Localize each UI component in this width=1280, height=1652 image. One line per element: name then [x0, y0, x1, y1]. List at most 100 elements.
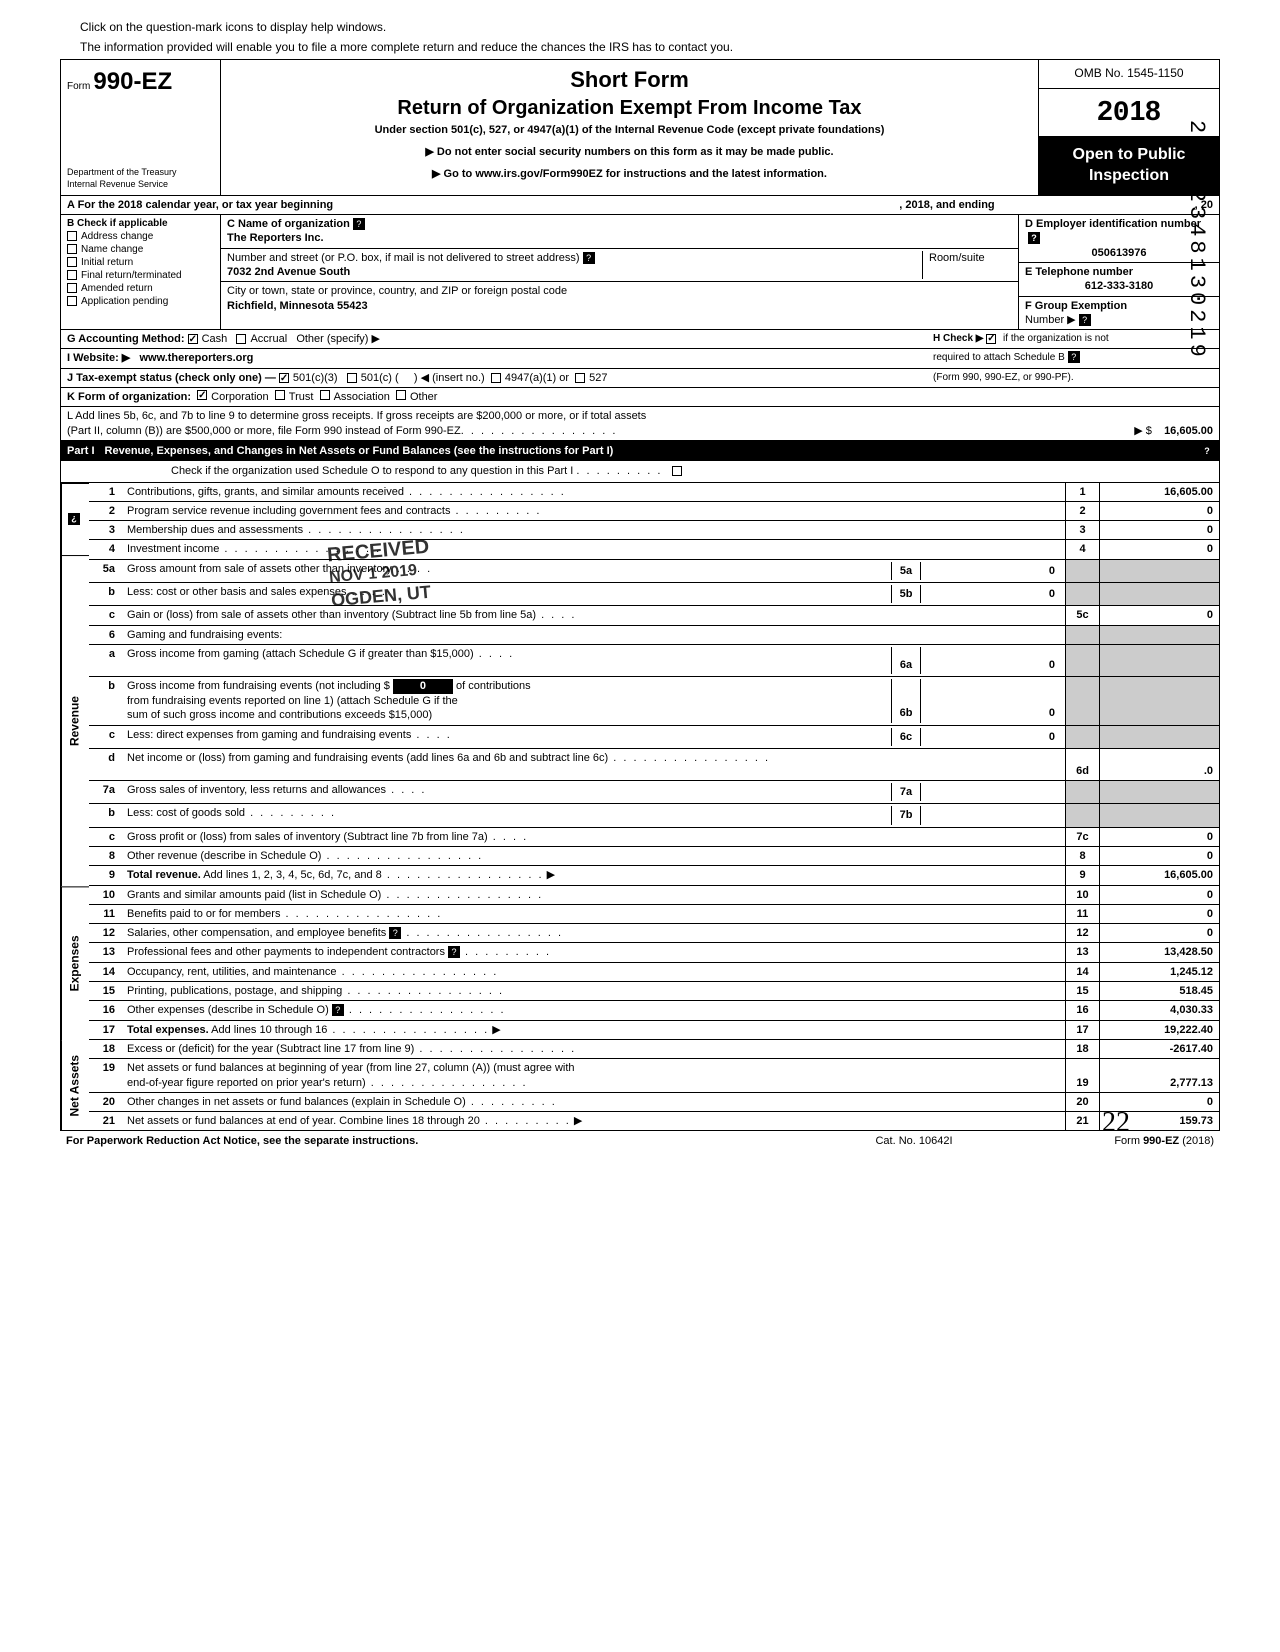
line-14-num: 14: [89, 963, 123, 981]
accrual-checkbox[interactable]: [236, 334, 246, 344]
part-i-title: Revenue, Expenses, and Changes in Net As…: [105, 444, 1198, 458]
row-a-label: A For the 2018 calendar year, or tax yea…: [67, 198, 333, 212]
line-4-num: 4: [89, 540, 123, 558]
help-icon[interactable]: ?: [448, 946, 460, 958]
short-form-label: Short Form: [231, 66, 1028, 95]
line-10-val: 0: [1099, 886, 1219, 904]
row-l-text-1: L Add lines 5b, 6c, and 7b to line 9 to …: [67, 409, 1213, 423]
schedule-o-checkbox[interactable]: [672, 466, 682, 476]
help-icon[interactable]: ?: [583, 252, 595, 264]
h-check-label: H Check ▶: [933, 333, 983, 344]
side-serial-number: 29492348130219: [1181, 120, 1210, 361]
501c3-checkbox[interactable]: [279, 373, 289, 383]
help-icon[interactable]: ?: [332, 1004, 344, 1016]
dept-treasury: Department of the Treasury: [67, 167, 177, 179]
dots: [474, 648, 514, 660]
help-icon[interactable]: ?: [1028, 232, 1040, 244]
schedule-b-checkbox[interactable]: [986, 334, 996, 344]
website-value: www.thereporters.org: [139, 352, 253, 364]
4947-checkbox[interactable]: [491, 373, 501, 383]
line-13-box: 13: [1065, 943, 1099, 961]
501c-checkbox[interactable]: [347, 373, 357, 383]
accrual-label: Accrual: [250, 333, 287, 345]
city-state-zip: Richfield, Minnesota 55423: [227, 299, 368, 313]
shaded-cell: [1099, 626, 1219, 644]
line-2-num: 2: [89, 502, 123, 520]
line-10-num: 10: [89, 886, 123, 904]
dots: [576, 465, 662, 477]
name-change-checkbox[interactable]: [67, 244, 77, 254]
help-icon[interactable]: ?: [353, 218, 365, 230]
shaded-cell: [1099, 677, 1219, 725]
shaded-cell: [1099, 583, 1219, 605]
shaded-cell: [1099, 726, 1219, 748]
527-label: 527: [589, 372, 607, 384]
help-instruction-2: The information provided will enable you…: [60, 40, 1220, 56]
initial-return-checkbox[interactable]: [67, 257, 77, 267]
dots: [382, 869, 544, 881]
help-icon[interactable]: ?: [1068, 351, 1080, 363]
line-6b-num: b: [89, 677, 123, 725]
dots: [608, 752, 770, 764]
line-3-num: 3: [89, 521, 123, 539]
line-15-val: 518.45: [1099, 982, 1219, 1000]
line-6-desc: Gaming and fundraising events:: [123, 626, 1065, 644]
line-21-num: 21: [89, 1112, 123, 1130]
shaded-cell: [1099, 645, 1219, 676]
application-pending-checkbox[interactable]: [67, 296, 77, 306]
check-if-applicable: B Check if applicable: [67, 217, 214, 230]
shaded-cell: [1065, 781, 1099, 803]
dots: [404, 486, 566, 498]
group-exemption-label: F Group Exemption: [1025, 300, 1127, 312]
line-7c-num: c: [89, 828, 123, 846]
line-18-val: -2617.40: [1099, 1040, 1219, 1058]
help-instruction-1: Click on the question-mark icons to disp…: [60, 20, 1220, 36]
other-org-checkbox[interactable]: [396, 390, 406, 400]
line-1-val: 16,605.00: [1099, 483, 1219, 501]
line-18-num: 18: [89, 1040, 123, 1058]
line-19-desc2: end-of-year figure reported on prior yea…: [127, 1077, 366, 1089]
line-4-desc: Investment income: [127, 543, 219, 555]
dots: [461, 424, 618, 438]
line-7b-sub: 7b: [891, 806, 921, 824]
address-change-label: Address change: [81, 231, 153, 242]
trust-checkbox[interactable]: [275, 390, 285, 400]
line-11-num: 11: [89, 905, 123, 923]
initial-return-label: Initial return: [81, 257, 133, 268]
address-change-checkbox[interactable]: [67, 231, 77, 241]
help-icon[interactable]: ?: [68, 513, 80, 525]
line-16-num: 16: [89, 1001, 123, 1019]
line-5c-val: 0: [1099, 606, 1219, 624]
association-checkbox[interactable]: [320, 390, 330, 400]
help-icon[interactable]: ?: [1201, 445, 1213, 457]
help-icon[interactable]: ?: [389, 927, 401, 939]
dots: [401, 927, 563, 939]
cash-checkbox[interactable]: [188, 334, 198, 344]
line-1-box: 1: [1065, 483, 1099, 501]
line-19-num: 19: [89, 1059, 123, 1092]
line-5a-subval: 0: [921, 562, 1061, 580]
expenses-side-label: Expenses: [61, 886, 89, 1040]
line-7b-num: b: [89, 804, 123, 826]
line-11-val: 0: [1099, 905, 1219, 923]
527-checkbox[interactable]: [575, 373, 585, 383]
line-8-num: 8: [89, 847, 123, 865]
paperwork-reduction-notice: For Paperwork Reduction Act Notice, see …: [66, 1134, 814, 1148]
line-3-box: 3: [1065, 521, 1099, 539]
corporation-checkbox[interactable]: [197, 390, 207, 400]
h-text-3: (Form 990, 990-EZ, or 990-PF).: [933, 372, 1074, 383]
dept-irs: Internal Revenue Service: [67, 179, 177, 191]
help-icon[interactable]: ?: [1079, 314, 1091, 326]
line-6d-desc: Net income or (loss) from gaming and fun…: [127, 752, 608, 764]
line-14-val: 1,245.12: [1099, 963, 1219, 981]
final-return-checkbox[interactable]: [67, 270, 77, 280]
shaded-cell: [1065, 726, 1099, 748]
line-5c-num: c: [89, 606, 123, 624]
line-8-val: 0: [1099, 847, 1219, 865]
line-1-num: 1: [89, 483, 123, 501]
line-10-desc: Grants and similar amounts paid (list in…: [127, 889, 381, 901]
org-name-label: C Name of organization: [227, 218, 350, 230]
dots: [280, 908, 442, 920]
amended-return-checkbox[interactable]: [67, 283, 77, 293]
dots: [466, 1096, 557, 1108]
